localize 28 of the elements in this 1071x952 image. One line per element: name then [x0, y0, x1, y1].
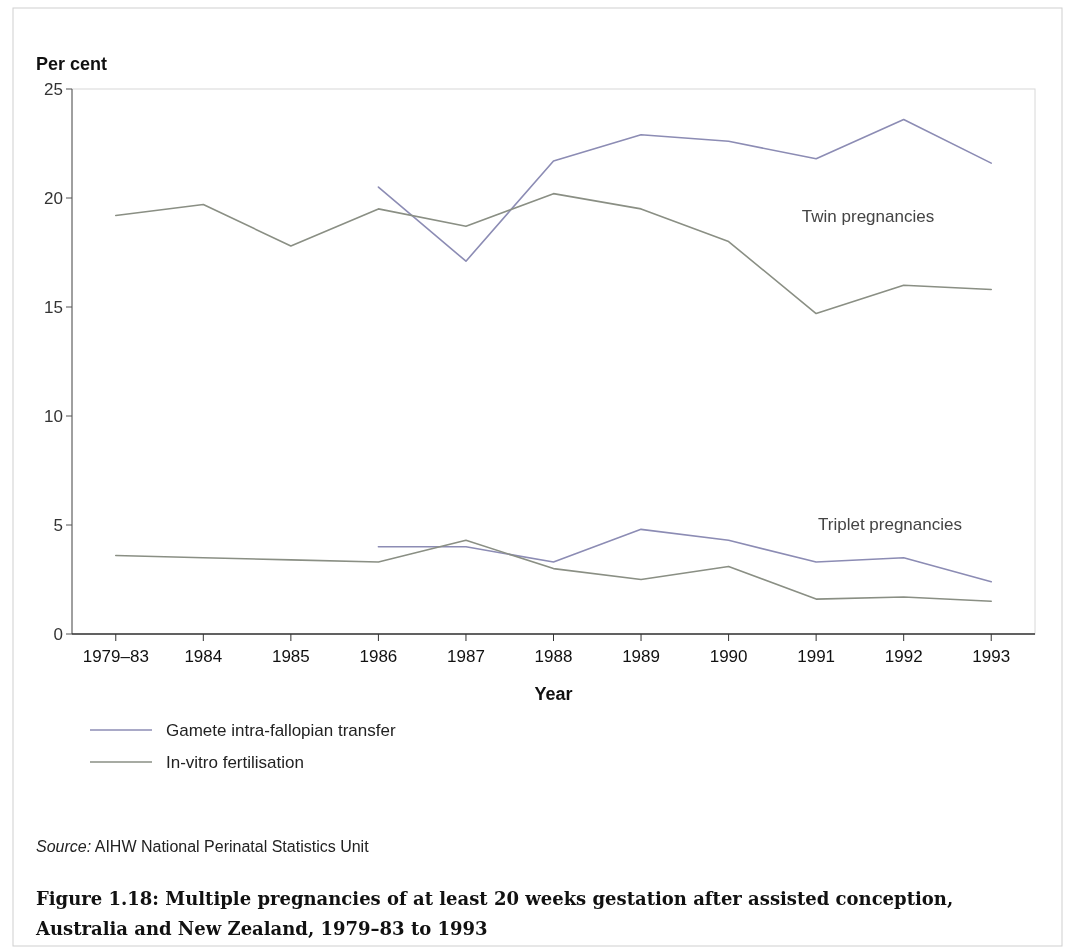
x-tick-label: 1979–83: [82, 647, 149, 666]
y-tick-label: 20: [44, 188, 63, 208]
text: Figure 1.18: Multiple pregnancies of at least 20 weeks gestation after assisted conception, Australia and New Zealand, 1979–83 to 1993: [35, 888, 954, 939]
y-tick-label: 0: [53, 624, 63, 644]
annotation: Twin pregnancies: [801, 206, 935, 226]
x-tick-label: 1988: [534, 647, 573, 666]
source-note: Source: AIHW National Perinatal Statistics Unit: [36, 838, 370, 855]
y-tick-label: 15: [44, 297, 63, 317]
legend-label: Gamete intra-fallopian transfer: [166, 720, 396, 740]
x-tick-label: 1993: [972, 647, 1011, 666]
legend-label: In-vitro fertilisation: [166, 752, 304, 772]
line-series: [114, 539, 993, 603]
y-axis-title: Per cent: [36, 54, 108, 74]
annotation: Triplet pregnancies: [818, 514, 962, 534]
y-tick-label: 5: [53, 515, 63, 535]
y-tick-label: 10: [44, 406, 63, 426]
x-tick-label: 1986: [359, 647, 398, 666]
x-tick-label: 1987: [447, 647, 485, 666]
x-tick-label: 1991: [797, 647, 836, 666]
x-tick-label: 1989: [622, 647, 660, 666]
x-tick-label: 1985: [271, 647, 310, 666]
x-tick-label: 1992: [884, 647, 923, 666]
y-tick-label: 25: [44, 79, 63, 99]
x-tick-label: 1984: [184, 647, 223, 666]
line-series: [377, 118, 993, 263]
x-axis-title: Year: [534, 684, 573, 704]
line-series: [114, 192, 993, 315]
x-tick-label: 1990: [709, 647, 748, 666]
